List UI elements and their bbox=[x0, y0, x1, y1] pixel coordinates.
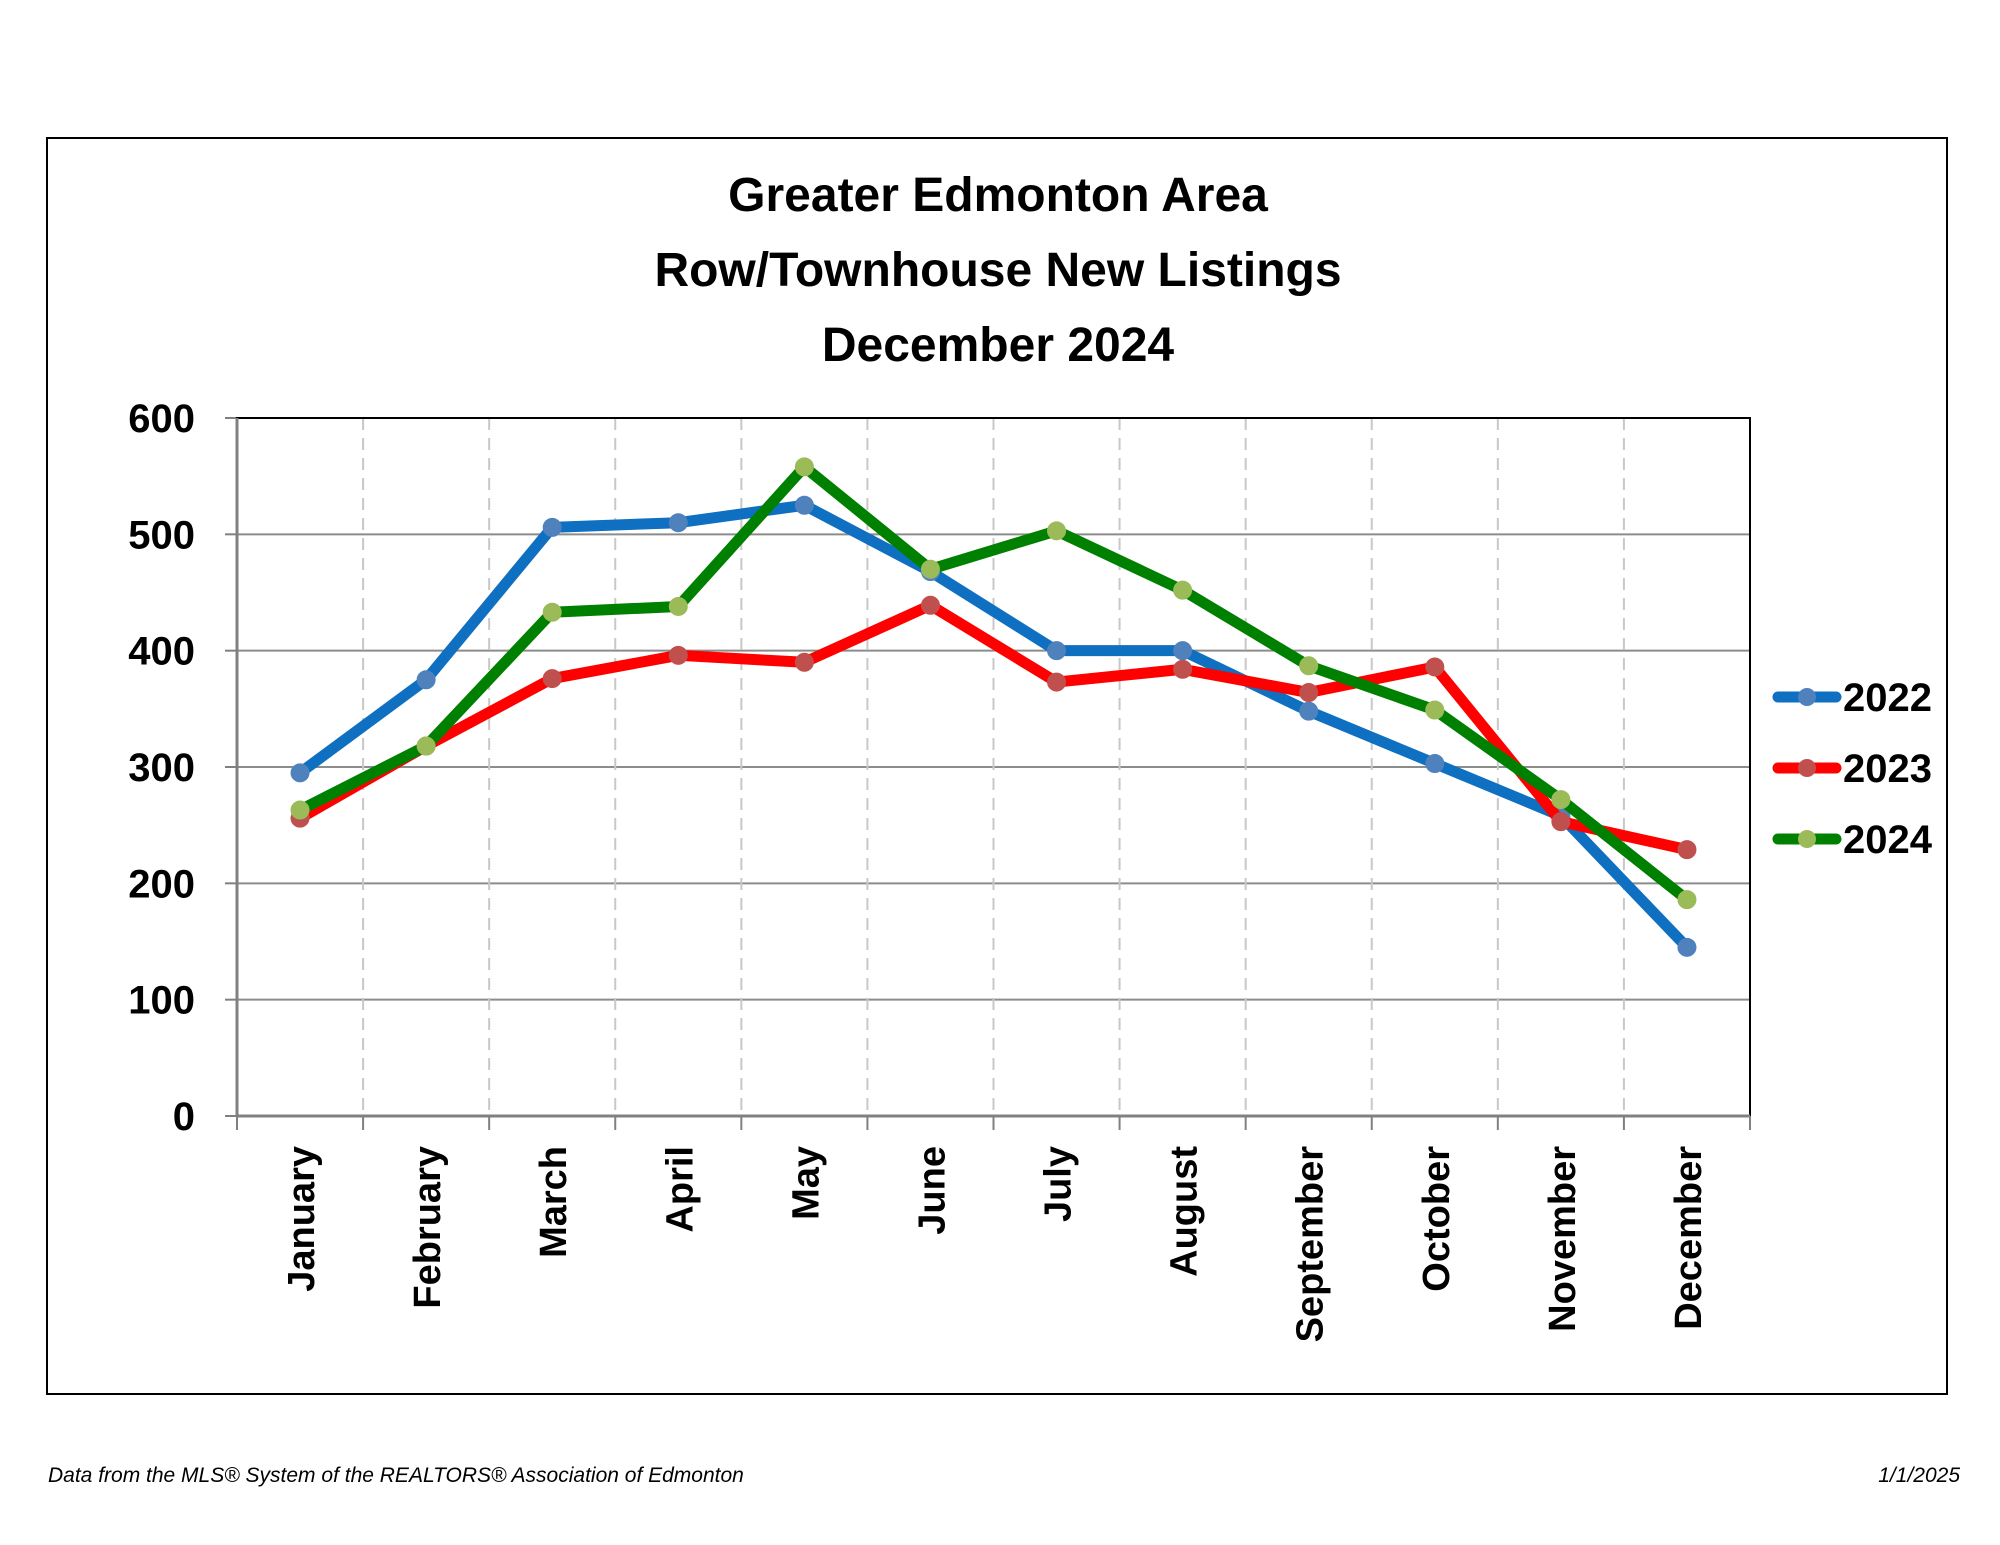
chart-frame bbox=[46, 137, 1948, 1395]
legend-marker-2022 bbox=[1798, 688, 1816, 706]
data-point-2024 bbox=[1551, 790, 1571, 810]
data-point-2024 bbox=[1299, 656, 1319, 676]
data-point-2022 bbox=[1425, 754, 1445, 774]
x-tick-label: January bbox=[281, 1146, 323, 1292]
line-chart: Greater Edmonton Area Row/Townhouse New L… bbox=[128, 169, 1933, 1343]
report-date: 1/1/2025 bbox=[1878, 1464, 1960, 1487]
data-point-2024 bbox=[794, 457, 814, 477]
data-point-2024 bbox=[668, 596, 688, 616]
data-point-2022 bbox=[290, 763, 310, 783]
series-line-2022 bbox=[294, 499, 1693, 953]
legend-marker-2024 bbox=[1798, 830, 1816, 848]
chart-title-line: Greater Edmonton Area bbox=[728, 169, 1268, 222]
chart-title-line: Row/Townhouse New Listings bbox=[654, 244, 1341, 297]
x-tick-label: November bbox=[1542, 1146, 1584, 1332]
x-tick-label: October bbox=[1416, 1146, 1458, 1292]
data-point-2024 bbox=[1425, 700, 1445, 720]
legend-label: 2023 bbox=[1843, 747, 1932, 791]
y-tick-label: 0 bbox=[173, 1095, 195, 1139]
series-line-2023 bbox=[294, 599, 1693, 856]
data-point-2023 bbox=[1677, 840, 1697, 860]
source-note: Data from the MLS® System of the REALTOR… bbox=[48, 1464, 744, 1487]
legend-label: 2024 bbox=[1843, 818, 1933, 862]
data-point-2024 bbox=[920, 559, 940, 579]
x-tick-label: July bbox=[1038, 1146, 1080, 1222]
x-tick-label: March bbox=[533, 1146, 575, 1258]
legend-marker-2023 bbox=[1798, 759, 1816, 777]
series-line-2024 bbox=[294, 461, 1693, 906]
x-tick-label: May bbox=[785, 1146, 827, 1220]
x-tick-label: August bbox=[1164, 1146, 1206, 1277]
data-point-2022 bbox=[1677, 937, 1697, 957]
y-tick-label: 500 bbox=[128, 513, 195, 557]
y-tick-label: 400 bbox=[128, 630, 195, 674]
data-point-2024 bbox=[290, 800, 310, 820]
data-point-2024 bbox=[416, 736, 436, 756]
y-tick-label: 600 bbox=[128, 397, 195, 441]
data-point-2022 bbox=[1173, 641, 1193, 661]
x-tick-label: February bbox=[407, 1146, 449, 1309]
y-tick-label: 100 bbox=[128, 979, 195, 1023]
data-point-2024 bbox=[542, 602, 562, 622]
data-point-2022 bbox=[794, 495, 814, 515]
y-tick-label: 200 bbox=[128, 862, 195, 906]
data-point-2023 bbox=[542, 669, 562, 689]
x-tick-label: June bbox=[911, 1146, 953, 1235]
data-point-2023 bbox=[794, 652, 814, 672]
data-point-2023 bbox=[1425, 657, 1445, 677]
data-point-2022 bbox=[416, 670, 436, 690]
data-point-2024 bbox=[1047, 521, 1067, 541]
data-point-2022 bbox=[668, 513, 688, 533]
x-tick-label: December bbox=[1668, 1146, 1710, 1330]
y-tick-label: 300 bbox=[128, 746, 195, 790]
data-point-2023 bbox=[920, 595, 940, 615]
data-point-2023 bbox=[1047, 672, 1067, 692]
legend-label: 2022 bbox=[1843, 676, 1932, 720]
chart-title-line: December 2024 bbox=[822, 319, 1175, 372]
data-point-2023 bbox=[1551, 812, 1571, 832]
data-point-2024 bbox=[1677, 890, 1697, 910]
data-point-2022 bbox=[1299, 701, 1319, 721]
x-tick-label: April bbox=[659, 1146, 701, 1233]
data-point-2022 bbox=[542, 517, 562, 537]
data-point-2023 bbox=[1299, 683, 1319, 703]
data-point-2022 bbox=[1047, 641, 1067, 661]
data-point-2024 bbox=[1173, 580, 1193, 600]
data-point-2023 bbox=[668, 645, 688, 665]
x-tick-label: September bbox=[1290, 1146, 1332, 1343]
data-point-2023 bbox=[1173, 659, 1193, 679]
